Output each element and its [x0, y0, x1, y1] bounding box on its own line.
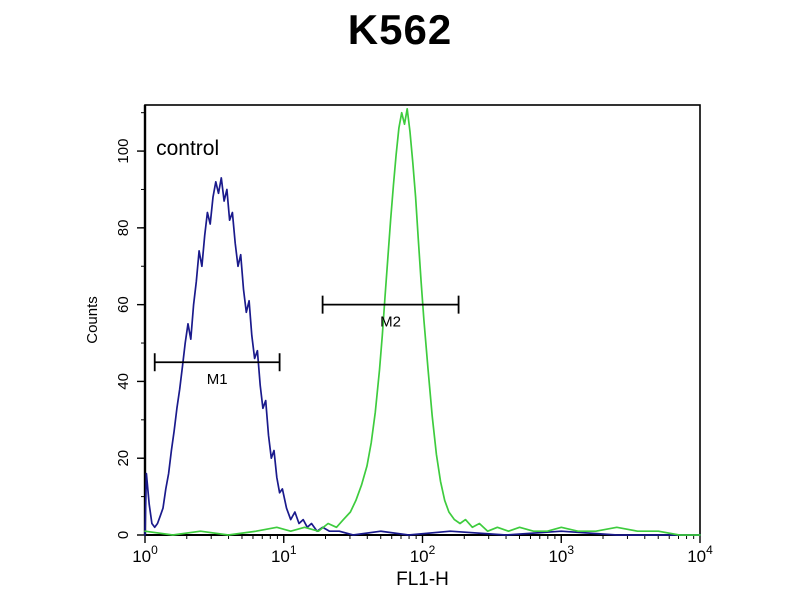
annotation-control: control	[156, 137, 219, 160]
y-tick-label: 0	[115, 531, 132, 539]
x-tick-label: 104	[687, 543, 713, 566]
x-tick-label: 103	[548, 543, 574, 566]
gate-label: M2	[380, 314, 401, 331]
series-stained-sample	[144, 107, 701, 536]
gate-label: M1	[207, 371, 228, 388]
x-axis-label: FL1-H	[396, 569, 449, 590]
gate-marker-m2: M2	[321, 295, 460, 331]
y-tick-label: 40	[115, 373, 132, 390]
series-control	[144, 177, 701, 536]
axes: 100 101 102 103 104 0 20 40 60 80 100 FL1-H Counts	[84, 104, 713, 590]
x-tick-label: 101	[271, 543, 297, 566]
gate-marker-m1: M1	[153, 353, 281, 388]
y-tick-label: 20	[115, 450, 132, 467]
plot-frame	[144, 104, 701, 536]
x-tick-label: 100	[132, 543, 158, 566]
y-tick-label: 80	[115, 220, 132, 237]
y-tick-label: 60	[115, 296, 132, 313]
y-axis-label: Counts	[84, 296, 101, 344]
y-tick-label: 100	[115, 139, 132, 164]
chart-title: K562	[347, 6, 453, 53]
x-tick-label: 102	[410, 543, 436, 566]
